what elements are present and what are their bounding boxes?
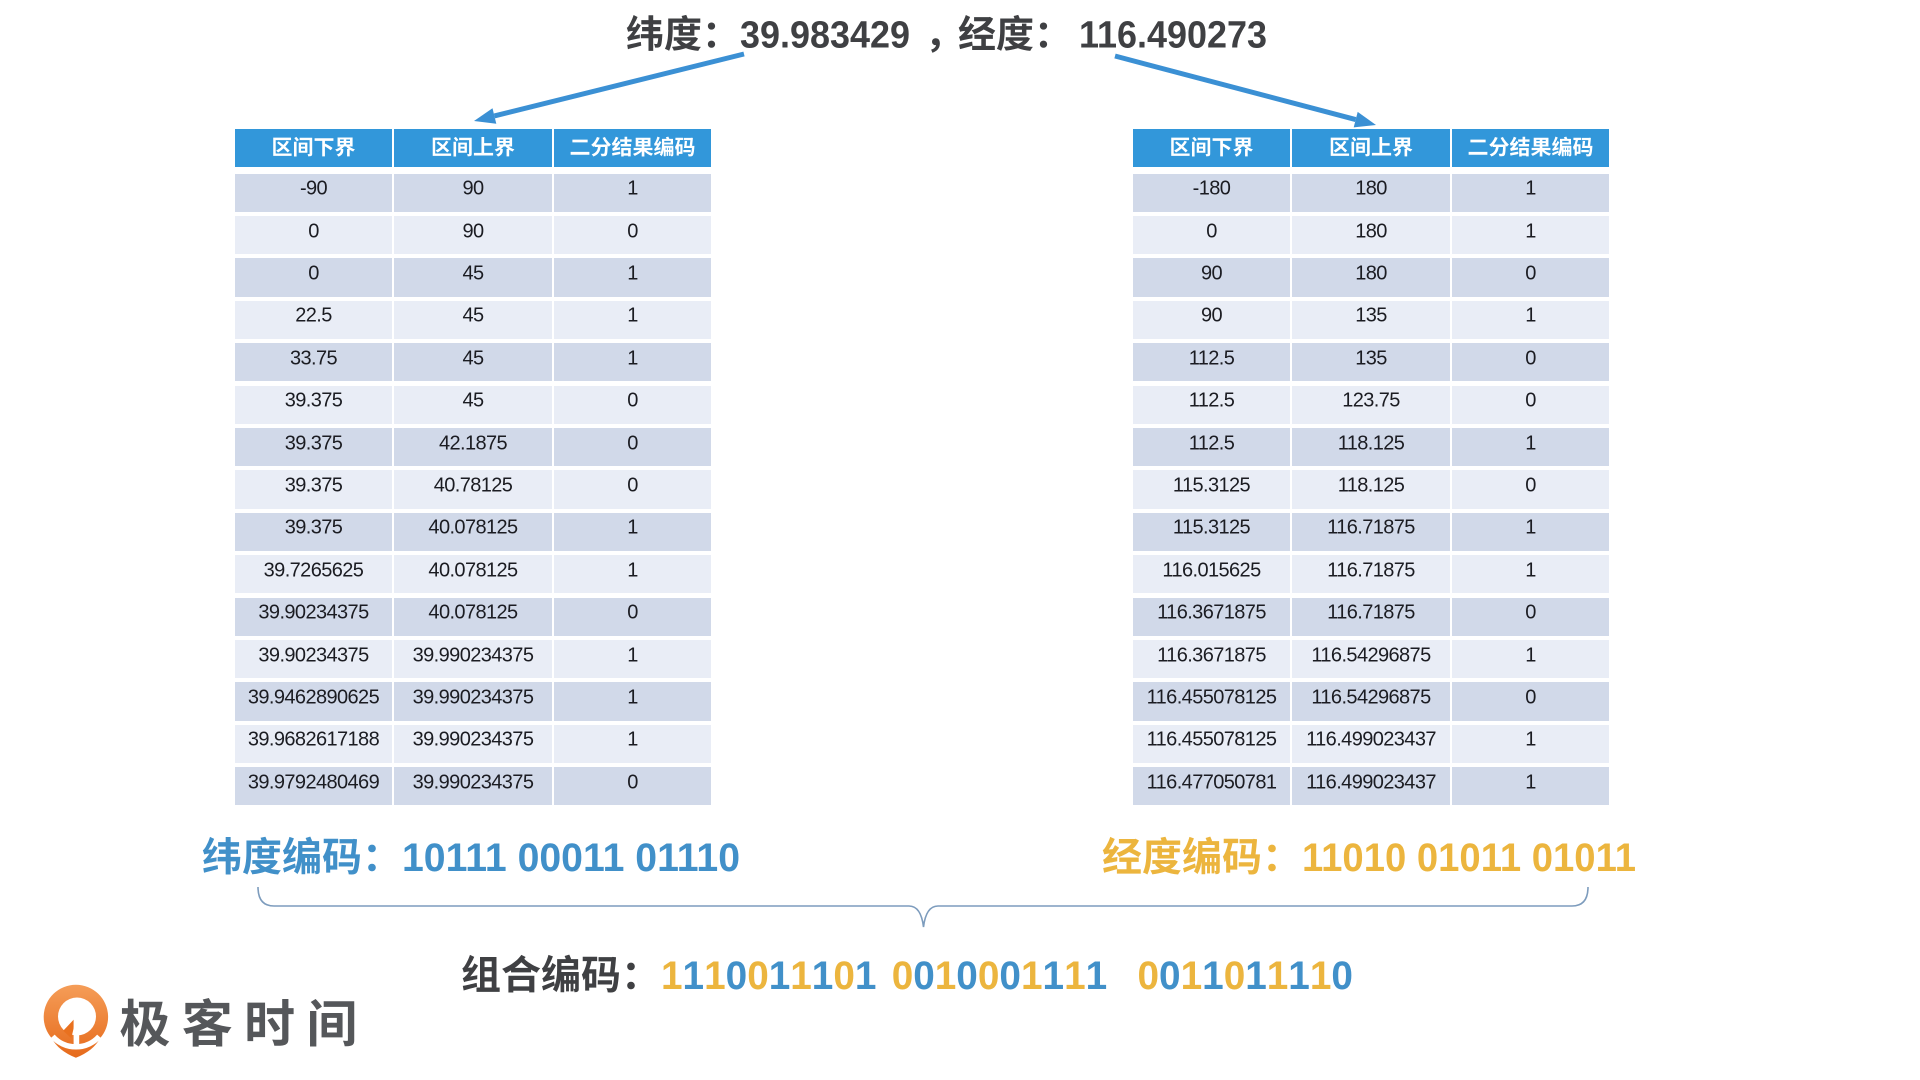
svg-text:1: 1 [661, 954, 683, 998]
svg-text:0: 0 [892, 954, 914, 998]
svg-text:1: 1 [935, 954, 957, 998]
svg-text:10111 00011 01110: 10111 00011 01110 [402, 836, 740, 880]
svg-text:0: 0 [978, 954, 1000, 998]
svg-text:0: 0 [1159, 954, 1181, 998]
svg-text:0: 0 [747, 954, 769, 998]
svg-text:1: 1 [1021, 954, 1043, 998]
svg-text:1: 1 [1202, 954, 1224, 998]
svg-text:1: 1 [1181, 954, 1203, 998]
svg-text:39.983429: 39.983429 [740, 15, 910, 57]
svg-text:0: 0 [833, 954, 855, 998]
svg-text:1: 1 [1288, 954, 1310, 998]
svg-text:1: 1 [769, 954, 791, 998]
svg-text:0: 0 [1331, 954, 1353, 998]
svg-text:1: 1 [1064, 954, 1086, 998]
svg-text:1: 1 [1043, 954, 1065, 998]
svg-text:1: 1 [1310, 954, 1332, 998]
svg-text:1: 1 [1086, 954, 1108, 998]
svg-text:0: 0 [999, 954, 1021, 998]
svg-text:11010 01011 01011: 11010 01011 01011 [1302, 836, 1636, 880]
svg-text:1: 1 [683, 954, 705, 998]
svg-text:1: 1 [790, 954, 812, 998]
svg-text:0: 0 [1138, 954, 1160, 998]
svg-text:1: 1 [1245, 954, 1267, 998]
svg-text:0: 0 [1224, 954, 1246, 998]
svg-text:0: 0 [726, 954, 748, 998]
svg-text:116.490273: 116.490273 [1079, 15, 1267, 57]
svg-text:1: 1 [1267, 954, 1289, 998]
svg-text:0: 0 [956, 954, 978, 998]
svg-text:1: 1 [704, 954, 726, 998]
svg-text:0: 0 [913, 954, 935, 998]
svg-text:1: 1 [812, 954, 834, 998]
svg-text:1: 1 [855, 954, 877, 998]
